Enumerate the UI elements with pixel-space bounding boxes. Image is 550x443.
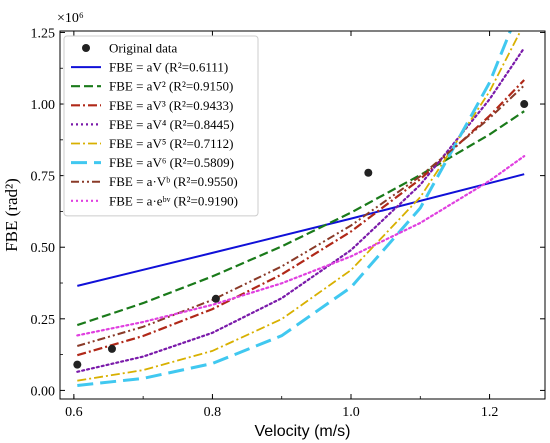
y-tick-label: 0.25 (31, 313, 56, 328)
original-data-point (107, 344, 116, 353)
y-tick-label: 1.25 (31, 26, 56, 41)
y-tick-label: 1.00 (31, 98, 56, 113)
x-tick-label: 0.8 (204, 405, 222, 420)
legend-label: FBE = aV³ (R²=0.9433) (109, 98, 233, 113)
legend-label: FBE = a·Vᵇ (R²=0.9550) (109, 174, 238, 189)
legend-label: FBE = a·eᵇᵛ (R²=0.9190) (109, 193, 238, 208)
series-line-5 (77, 31, 522, 382)
series-line-2 (76, 110, 525, 327)
x-tick-label: 1.0 (342, 405, 360, 420)
plot-frame (59, 30, 546, 400)
legend-label: FBE = aV (R²=0.6111) (109, 60, 228, 75)
original-data-point (73, 360, 82, 369)
series-line-7 (77, 84, 525, 347)
legend-label: FBE = aV⁴ (R²=0.8445) (109, 117, 234, 132)
legend-marker (82, 44, 90, 52)
series-layer (76, 31, 526, 387)
x-tick-label: 0.6 (65, 405, 83, 420)
x-axis-label: Velocity (m/s) (254, 423, 350, 440)
y-tick-label: 0.50 (31, 241, 56, 256)
original-data-point (364, 168, 373, 177)
legend-label: FBE = aV² (R²=0.9150) (109, 79, 233, 94)
series-line-4 (76, 46, 526, 373)
legend: Original data FBE = aV (R²=0.6111) FBE = a… (63, 35, 259, 217)
x-axis-ticks: 0.6 0.8 1.0 1.2 (65, 31, 498, 420)
y-axis-ticks: 0.00 0.25 0.50 0.75 1.00 1.25 (31, 26, 545, 399)
legend-label: FBE = aV⁵ (R²=0.7112) (109, 136, 233, 151)
series-line-3 (76, 79, 525, 357)
legend-box (63, 35, 259, 217)
legend-label: Original data (109, 41, 177, 56)
original-data-points (73, 100, 529, 369)
legend-label: FBE = aV⁶ (R²=0.5809) (109, 155, 234, 170)
series-line-6 (77, 31, 512, 387)
x-tick-label: 1.2 (481, 405, 499, 420)
y-scale-label: ×10⁶ (57, 11, 84, 26)
series-line-1 (77, 173, 525, 287)
y-axis-label: FBE (rad²) (2, 178, 21, 252)
y-tick-label: 0.75 (31, 170, 56, 185)
original-data-point (211, 294, 220, 303)
y-tick-label: 0.00 (31, 384, 56, 399)
original-data-point (520, 100, 529, 109)
series-line-8 (76, 155, 526, 337)
